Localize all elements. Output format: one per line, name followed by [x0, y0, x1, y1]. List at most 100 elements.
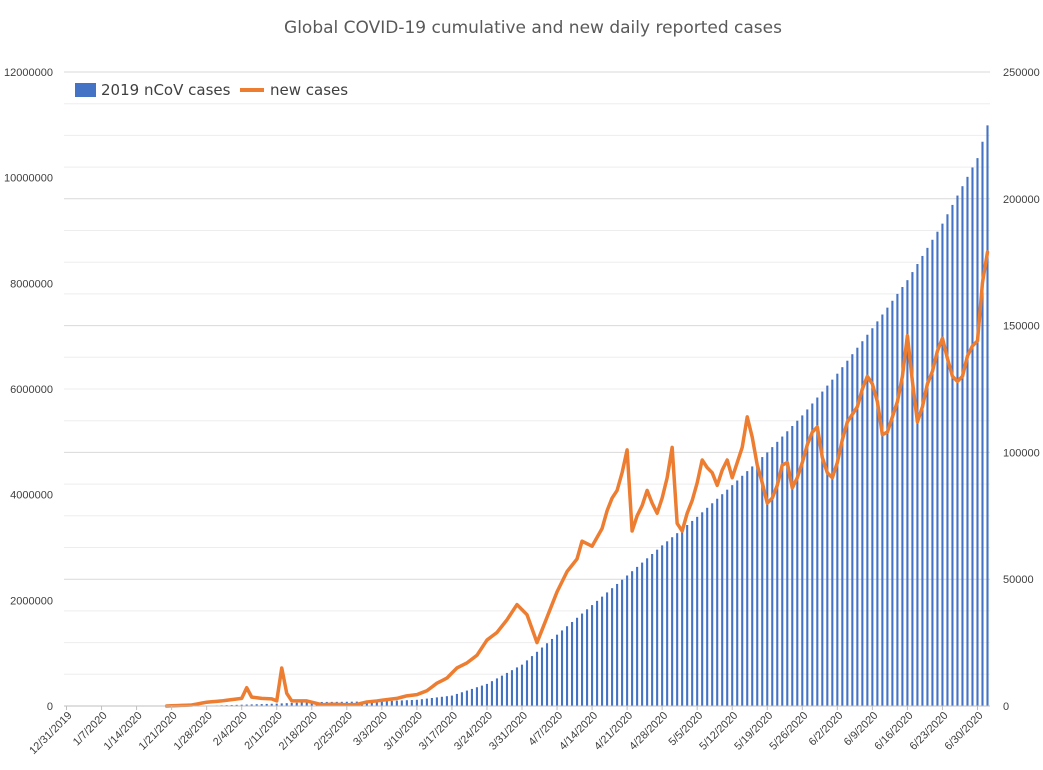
- bar: [901, 287, 904, 706]
- bar: [410, 700, 413, 706]
- bar: [405, 700, 408, 706]
- bar: [961, 186, 964, 706]
- bar: [651, 553, 654, 706]
- bar: [485, 683, 489, 706]
- bar: [305, 702, 308, 706]
- bar: [661, 545, 664, 706]
- bar: [395, 700, 398, 706]
- bar: [756, 461, 759, 706]
- bar: [731, 485, 734, 706]
- bar: [505, 672, 509, 706]
- bar: [886, 307, 889, 706]
- bar: [761, 457, 764, 706]
- bar: [776, 441, 779, 706]
- bar: [250, 704, 253, 706]
- bar: [936, 231, 939, 706]
- bar: [576, 617, 579, 706]
- bar: [380, 701, 383, 706]
- bar: [265, 703, 268, 706]
- bar: [290, 702, 293, 706]
- bar: [671, 537, 674, 706]
- left-axis-tick-label: 4000000: [10, 490, 53, 502]
- bar: [570, 621, 574, 706]
- bar: [796, 420, 799, 706]
- bar: [931, 239, 934, 706]
- legend-swatch-bars: [75, 83, 96, 97]
- bar: [786, 431, 789, 706]
- bar: [851, 354, 854, 706]
- bar: [606, 592, 609, 706]
- bar: [245, 704, 248, 706]
- bar: [460, 692, 463, 706]
- bar: [911, 272, 914, 706]
- bar: [701, 512, 704, 706]
- bar: [295, 702, 298, 706]
- bar: [430, 697, 433, 706]
- x-axis-tick-label: 5/26/2020: [767, 710, 810, 753]
- bar: [596, 600, 599, 706]
- bar: [691, 520, 694, 706]
- bar: [455, 693, 458, 706]
- bar: [515, 667, 519, 706]
- bar: [520, 664, 524, 706]
- bar: [280, 703, 283, 706]
- bar: [375, 701, 378, 706]
- bar: [415, 699, 418, 706]
- bar: [781, 436, 784, 706]
- bar: [490, 681, 494, 706]
- bar: [896, 293, 899, 706]
- bar-series: [65, 125, 989, 707]
- bar: [681, 529, 684, 706]
- bar: [611, 588, 614, 706]
- x-axis-ticks: 12/31/20191/7/20201/14/20201/21/20201/28…: [27, 705, 990, 757]
- bar: [560, 630, 564, 706]
- bar: [310, 702, 313, 706]
- bar: [510, 670, 514, 706]
- new-cases-line: [164, 250, 990, 708]
- x-axis-tick-label: 6/2/2020: [807, 710, 846, 749]
- bar: [555, 634, 559, 706]
- bar: [390, 700, 393, 706]
- right-axis-tick-label: 200000: [1003, 194, 1040, 206]
- bar: [450, 695, 453, 706]
- bar: [621, 579, 624, 706]
- bar: [811, 403, 814, 706]
- bar: [866, 334, 869, 706]
- bar: [616, 583, 619, 706]
- bar: [876, 321, 879, 706]
- bar: [275, 703, 278, 706]
- bar: [946, 214, 949, 706]
- left-axis-tick-label: 0: [47, 701, 53, 713]
- bar: [816, 397, 819, 706]
- bar: [836, 373, 839, 706]
- left-axis-tick-label: 6000000: [10, 384, 53, 396]
- legend-label-bars: 2019 nCoV cases: [101, 81, 231, 99]
- x-axis-tick-label: 12/31/2019: [27, 710, 74, 757]
- bar: [831, 379, 834, 706]
- bar: [530, 656, 534, 706]
- bar: [746, 471, 749, 706]
- bar: [475, 687, 478, 706]
- right-axis-tick-label: 0: [1003, 701, 1009, 713]
- right-axis-tick-label: 250000: [1003, 67, 1040, 79]
- x-axis-tick-label: 2/25/2020: [312, 710, 355, 753]
- bar: [881, 314, 884, 706]
- bar: [971, 167, 974, 706]
- bar: [721, 494, 724, 706]
- bar: [751, 466, 754, 706]
- right-axis-tick-label: 100000: [1003, 447, 1040, 459]
- bar: [986, 125, 989, 706]
- bar: [420, 699, 423, 706]
- bar: [300, 702, 303, 706]
- bar: [711, 503, 714, 706]
- bar: [440, 696, 443, 706]
- bar: [696, 516, 699, 706]
- legend-label-line: new cases: [270, 81, 348, 99]
- bar: [906, 280, 909, 706]
- x-axis-tick-label: 6/30/2020: [943, 710, 986, 753]
- bar: [801, 415, 804, 706]
- bar: [565, 626, 569, 706]
- bar: [495, 678, 499, 706]
- left-axis-ticks: 0 2000000 4000000 6000000 8000000 10000000 120…: [4, 67, 53, 713]
- bar: [686, 525, 689, 706]
